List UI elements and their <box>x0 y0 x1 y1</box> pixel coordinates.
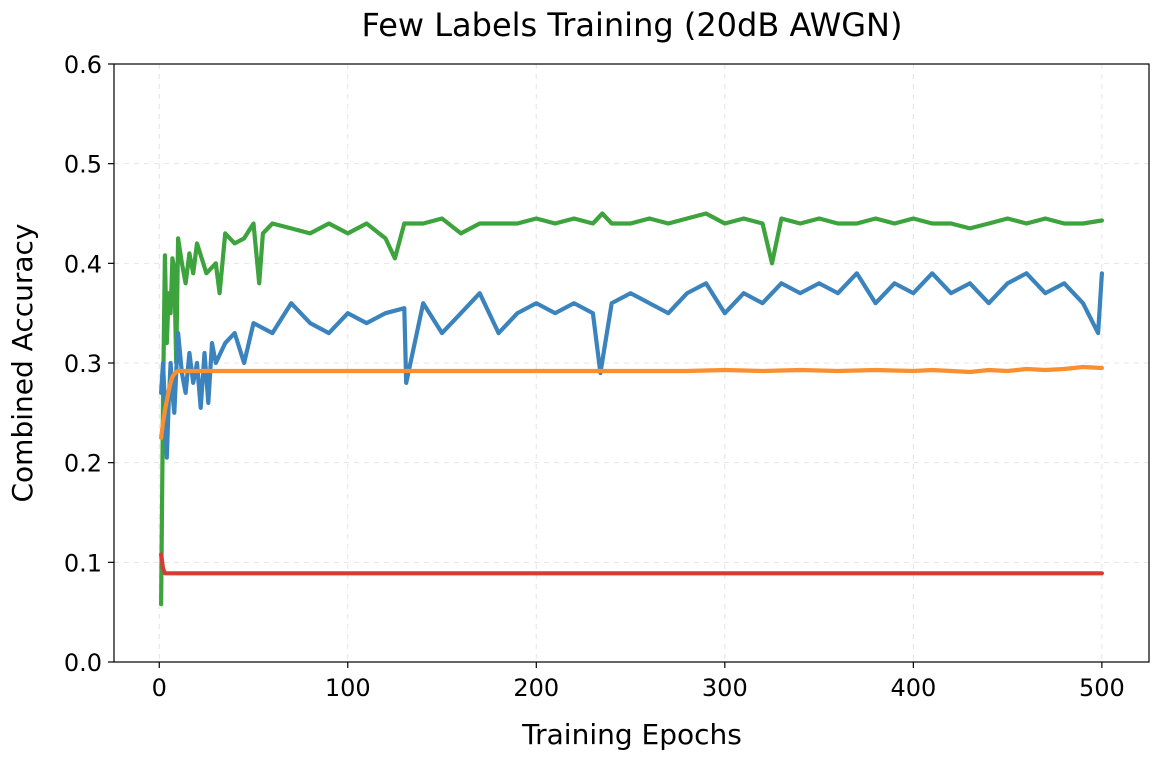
y-tick-label: 0.6 <box>64 51 102 79</box>
y-axis: 0.0 0.1 0.2 0.3 0.4 0.5 0.6 <box>64 51 114 677</box>
series-line-series-red <box>159 552 1105 576</box>
y-tick-label: 0.3 <box>64 350 102 378</box>
x-axis: 0 100 200 300 400 500 <box>152 662 1125 702</box>
y-tick-label: 0.0 <box>64 649 102 677</box>
y-tick-label: 0.4 <box>64 250 102 278</box>
chart-title: Few Labels Training (20dB AWGN) <box>362 6 903 44</box>
x-tick-label: 100 <box>325 674 371 702</box>
x-axis-title: Training Epochs <box>521 718 742 751</box>
series-line-series-green <box>159 211 1105 607</box>
x-tick-label: 500 <box>1079 674 1125 702</box>
x-tick-label: 200 <box>513 674 559 702</box>
y-tick-label: 0.5 <box>64 151 102 179</box>
series-line-series-blue <box>159 271 1105 460</box>
x-tick-label: 300 <box>702 674 748 702</box>
y-tick-label: 0.1 <box>64 549 102 577</box>
x-tick-label: 400 <box>890 674 936 702</box>
x-tick-label: 0 <box>152 674 167 702</box>
y-tick-label: 0.2 <box>64 450 102 478</box>
series-group <box>159 211 1105 607</box>
y-axis-title: Combined Accuracy <box>6 224 39 503</box>
series-line-series-orange <box>159 364 1105 440</box>
